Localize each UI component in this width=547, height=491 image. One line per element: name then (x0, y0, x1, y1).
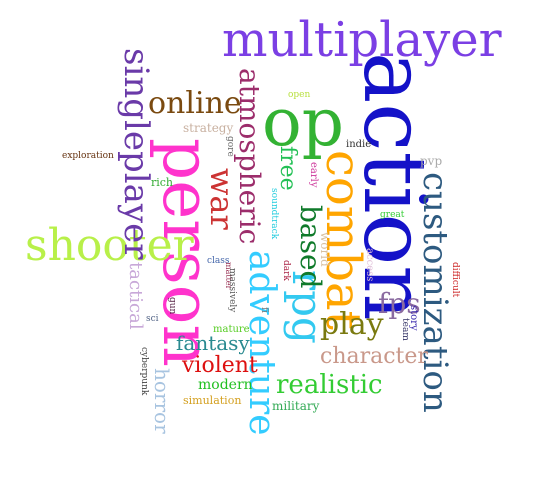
word-simulation: simulation (183, 394, 242, 407)
word-cyberpunk: cyberpunk (139, 347, 149, 396)
word-massively: massively (227, 268, 237, 313)
word-access: access (364, 248, 375, 282)
word-play: play (320, 307, 384, 342)
word-exploration: exploration (62, 151, 114, 161)
word-character: character (320, 344, 428, 369)
word-free: free (275, 146, 300, 191)
word-class: class (207, 256, 230, 266)
word-great: great (380, 210, 405, 220)
word-realistic: realistic (276, 370, 383, 400)
word-military: military (272, 399, 320, 413)
word-mature: mature (213, 324, 250, 335)
word-open: open (288, 90, 311, 100)
word-customization: customization (415, 172, 455, 413)
word-online: online (148, 86, 242, 121)
word-dark: dark (281, 260, 291, 281)
word-indie: indie (346, 139, 372, 150)
word-fps: fps (378, 287, 421, 320)
word-horror: horror (150, 368, 174, 434)
word-pvp: pvp (420, 154, 443, 168)
word-fantasy: fantasy (176, 331, 250, 355)
word-multiplayer: multiplayer (222, 12, 502, 68)
word-rich: rich (151, 176, 174, 189)
word-fi: fi (259, 307, 269, 314)
word-soundtrack: soundtrack (269, 188, 279, 240)
word-sci: sci (146, 314, 159, 324)
word-modern: modern (198, 377, 253, 393)
word-early: early (308, 162, 319, 188)
word-violent: violent (182, 353, 258, 378)
word-tactical: tactical (125, 262, 146, 330)
word-team: team (400, 318, 410, 341)
word-gun: gun (167, 297, 177, 315)
word-shooter: shooter (25, 220, 194, 271)
word-world: world (318, 232, 332, 267)
word-difficult: difficult (450, 262, 460, 298)
word-singleplayer: singleplayer (116, 48, 156, 260)
word-op: op (262, 84, 344, 161)
word-strategy: strategy (183, 121, 234, 135)
word-war: war (203, 168, 241, 230)
word-gore: gore (225, 136, 235, 157)
